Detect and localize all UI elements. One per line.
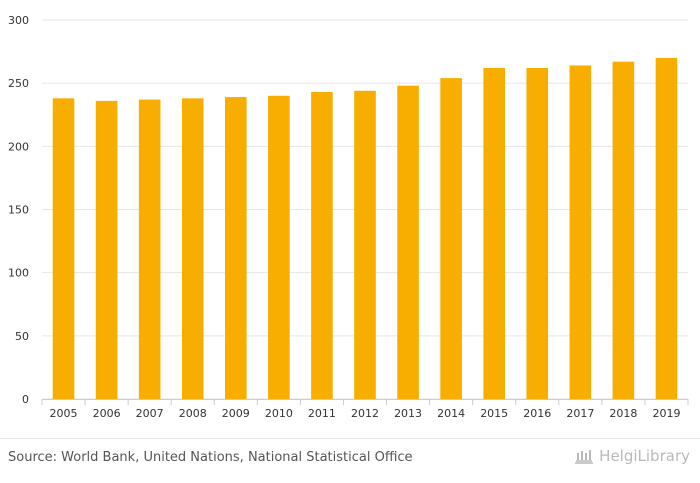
bar-2010 [268, 95, 290, 400]
bar-2017 [569, 65, 592, 399]
bar-2005 [52, 98, 75, 400]
x-tick-label: 2005 [50, 407, 78, 420]
bar-2006 [95, 100, 118, 399]
bar-2018 [612, 61, 635, 399]
bar-2015 [483, 68, 505, 400]
y-tick-label: 0 [22, 393, 29, 406]
x-tick-label: 2013 [394, 407, 422, 420]
x-tick-label: 2019 [652, 407, 680, 420]
x-tick-label: 2009 [222, 407, 250, 420]
bar-2013 [397, 85, 419, 400]
x-tick-label: 2010 [265, 407, 293, 420]
x-axis-labels: 2005 2006 2007 2008 2009 2010 2011 2012 2013 2014… [50, 407, 681, 420]
x-axis [41, 399, 689, 405]
x-tick-label: 2012 [351, 407, 379, 420]
x-tick-label: 2006 [93, 407, 121, 420]
brand-name: HelgiLibrary [599, 447, 690, 465]
bar-2019 [655, 57, 678, 400]
x-tick-label: 2014 [437, 407, 465, 420]
x-tick-label: 2016 [523, 407, 551, 420]
x-tick-label: 2018 [609, 407, 637, 420]
y-tick-label: 100 [8, 267, 29, 280]
y-tick-label: 150 [8, 204, 29, 217]
bar-2012 [354, 90, 376, 399]
bar-2014 [440, 78, 462, 399]
y-tick-label: 200 [8, 140, 29, 153]
y-axis-labels: 0 50 100 150 200 250 300 [8, 14, 29, 406]
bars [52, 57, 678, 400]
bar-2016 [526, 68, 549, 400]
footer-separator [0, 438, 700, 439]
y-tick-label: 250 [8, 77, 29, 90]
bar-2008 [181, 98, 204, 400]
bar-2011 [311, 92, 333, 399]
x-tick-label: 2008 [179, 407, 207, 420]
library-icon [575, 450, 594, 464]
source-note: Source: World Bank, United Nations, Nati… [8, 450, 413, 465]
x-tick-label: 2017 [566, 407, 594, 420]
x-tick-label: 2011 [308, 407, 336, 420]
bar-2007 [138, 99, 161, 399]
x-tick-label: 2015 [480, 407, 508, 420]
bar-2009 [225, 97, 247, 400]
y-tick-label: 50 [15, 330, 29, 343]
y-tick-label: 300 [8, 14, 29, 27]
brand-logo: HelgiLibrary [573, 447, 690, 465]
x-tick-label: 2007 [136, 407, 164, 420]
